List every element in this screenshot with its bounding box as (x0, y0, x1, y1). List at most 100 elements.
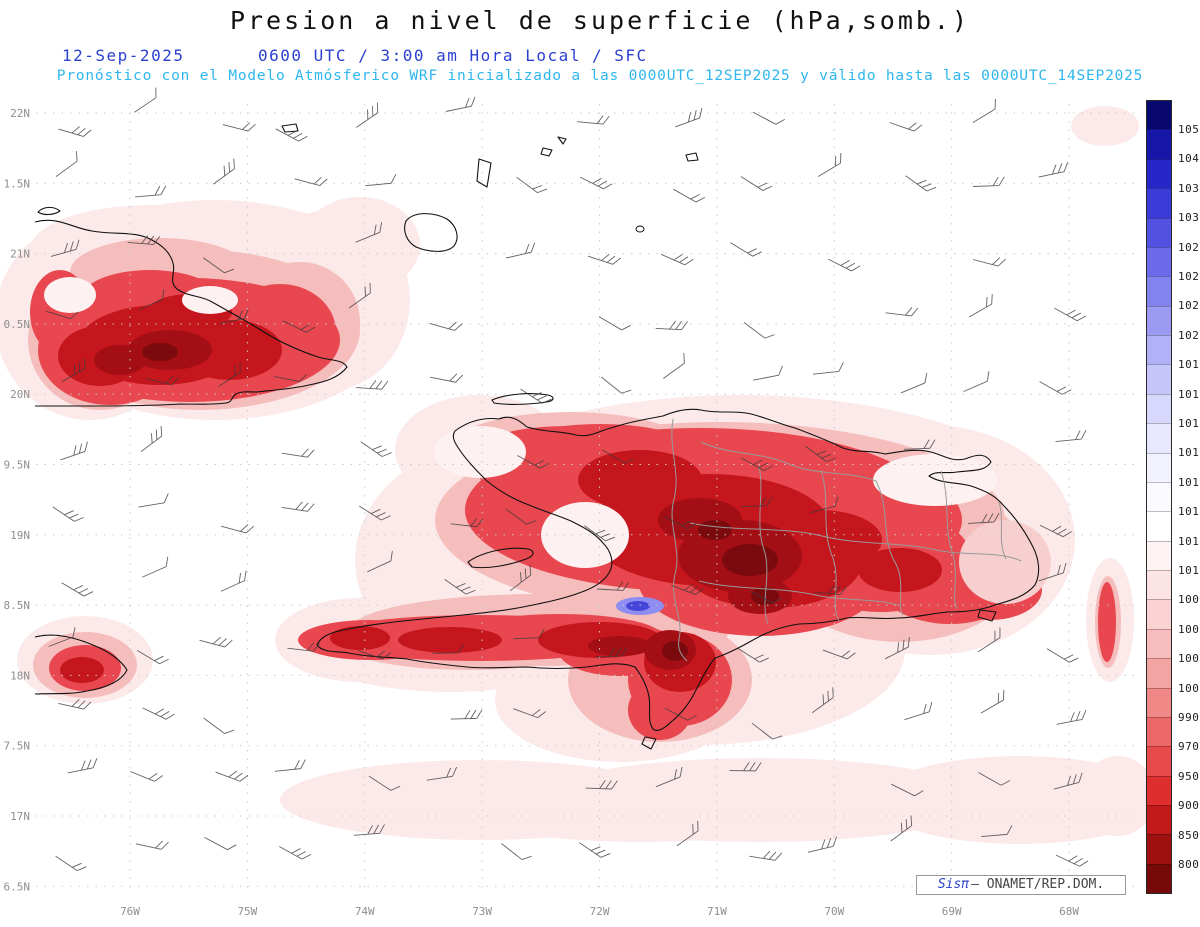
wind-barb (828, 258, 861, 272)
colorbar-cell (1147, 101, 1171, 130)
wind-barb (664, 707, 697, 721)
lat-tick-label: 7.5N (4, 740, 31, 753)
wind-barb (890, 815, 913, 842)
wind-barb (509, 564, 532, 592)
wind-barb (730, 242, 762, 257)
wind-barb (218, 309, 249, 324)
wind-barb (287, 642, 321, 652)
colorbar-tick-label: 1000 (1178, 681, 1200, 695)
lat-tick-label: 1.5N (4, 177, 31, 190)
wind-barb (822, 649, 856, 660)
colorbar-tick-label: 1006 (1178, 622, 1200, 636)
wind-barb (215, 770, 249, 782)
coastline (557, 136, 567, 145)
lat-tick-label: 6.5N (4, 880, 31, 893)
province-border (940, 470, 958, 610)
colorbar-cell (1147, 687, 1171, 717)
colorbar-tick-label: 1030 (1178, 211, 1200, 225)
wind-barb (885, 307, 919, 317)
lake-pressure-core (626, 601, 650, 611)
pressure-shading (330, 626, 390, 650)
coastline (34, 634, 128, 695)
colorbar-cell (1147, 393, 1171, 424)
credit-brand: Sisπ (937, 877, 970, 892)
wind-barb (981, 825, 1013, 838)
wind-barb (675, 107, 703, 128)
coastline (37, 206, 61, 216)
wind-barb (445, 96, 476, 112)
wind-barb (663, 516, 697, 530)
wind-barb (968, 293, 993, 318)
wind-barb (140, 426, 163, 453)
wind-barb (900, 372, 928, 394)
wind-barb (579, 842, 611, 858)
pressure-shading (628, 680, 692, 740)
pressure-shading (578, 450, 702, 510)
lon-tick-label: 74W (355, 905, 375, 918)
wind-barb (444, 579, 476, 595)
wind-barb (135, 185, 167, 198)
wind-barb (142, 556, 169, 578)
colorbar-cell (1147, 805, 1171, 835)
lon-tick-label: 71W (707, 905, 727, 918)
wind-barb (134, 87, 157, 113)
colorbar-tick-label: 1028 (1178, 240, 1200, 254)
colorbar (1146, 100, 1172, 894)
wind-barb (1038, 162, 1069, 178)
wind-barb (1056, 709, 1087, 725)
coastline (281, 123, 299, 133)
wind-barb (967, 512, 1000, 524)
wind-barb (55, 855, 87, 872)
colorbar-cell (1147, 775, 1171, 805)
colorbar-tick-label: 800 (1178, 858, 1200, 872)
wind-barb (729, 762, 762, 772)
lat-tick-label: 21N (10, 248, 30, 261)
credit-source: – ONAMET/REP.DOM. (971, 877, 1105, 892)
wind-barb (807, 836, 837, 853)
wind-barb (360, 441, 392, 457)
pressure-shading (488, 426, 652, 462)
page-title: Presion a nivel de superficie (hPa,somb.… (229, 6, 971, 35)
coastline (635, 225, 645, 233)
wind-barb (1054, 307, 1087, 322)
lon-tick-label: 73W (472, 905, 492, 918)
colorbar-tick-label: 1035 (1178, 181, 1200, 195)
colorbar-cell (1147, 305, 1171, 335)
province-border (671, 418, 688, 662)
wind-barb (814, 585, 847, 595)
wind-barb (359, 505, 391, 521)
pressure-shading (541, 502, 629, 568)
pressure-shading (142, 343, 178, 361)
wind-barb (587, 253, 621, 265)
colorbar-tick-label: 1017 (1178, 416, 1200, 430)
wind-barb (58, 126, 92, 137)
colorbar-cell (1147, 658, 1171, 688)
wind-barb (972, 257, 1006, 267)
wind-barb (356, 102, 379, 128)
pressure-shading (300, 197, 420, 293)
wind-barb (753, 365, 783, 381)
wind-barb (751, 722, 783, 740)
valid-time: 0600 UTC / 3:00 am Hora Local / SFC (258, 46, 648, 65)
wind-barb (213, 158, 235, 185)
wind-barb (220, 570, 247, 592)
wind-barb (146, 376, 180, 386)
lon-tick-label: 69W (942, 905, 962, 918)
wind-barb (142, 707, 175, 720)
coastline (467, 547, 534, 569)
wind-barb (127, 235, 161, 245)
wind-barb (204, 837, 237, 851)
wind-barb (136, 650, 169, 665)
wind-barb (513, 628, 545, 640)
colorbar-cell (1147, 481, 1171, 512)
wind-barb (1055, 429, 1087, 443)
wind-barb (598, 316, 631, 331)
colorbar-cell (1147, 863, 1171, 894)
colorbar-cell (1147, 246, 1171, 277)
colorbar-cell (1147, 217, 1171, 247)
province-border (998, 501, 1007, 560)
colorbar-cell (1147, 834, 1171, 864)
wind-barb (348, 282, 371, 309)
wind-barb (60, 441, 88, 461)
wind-barb (602, 449, 634, 464)
